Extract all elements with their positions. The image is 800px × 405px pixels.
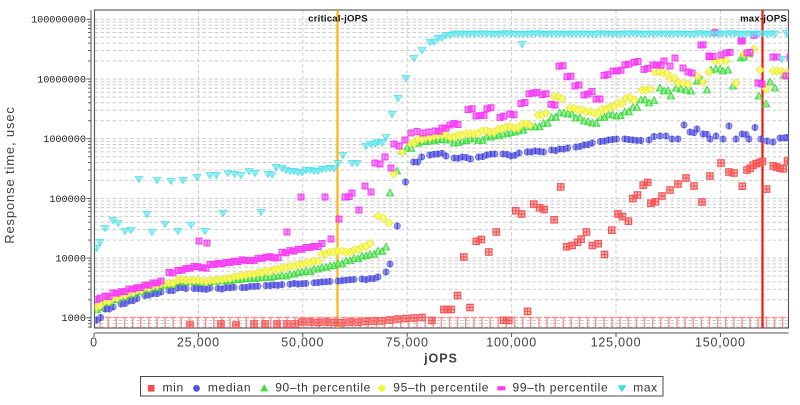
svg-text:max-jOPS: max-jOPS [740, 14, 787, 25]
svg-text:100000: 100000 [49, 195, 86, 206]
svg-text:median: median [208, 381, 251, 395]
svg-text:0: 0 [90, 336, 98, 350]
svg-text:95–th percentile: 95–th percentile [393, 381, 489, 395]
svg-text:1000: 1000 [62, 314, 86, 325]
svg-text:min: min [163, 381, 184, 395]
svg-text:90–th percentile: 90–th percentile [275, 381, 371, 395]
svg-text:125,000: 125,000 [591, 336, 642, 350]
svg-text:1000000: 1000000 [43, 135, 86, 146]
svg-text:10000000: 10000000 [37, 75, 86, 86]
svg-text:150,000: 150,000 [695, 336, 746, 350]
svg-text:100000000: 100000000 [31, 16, 86, 27]
svg-text:50,000: 50,000 [281, 336, 324, 350]
svg-text:Response time, usec: Response time, usec [2, 106, 17, 244]
svg-text:25,000: 25,000 [177, 336, 220, 350]
svg-text:jOPS: jOPS [423, 352, 458, 366]
svg-text:max: max [633, 381, 658, 395]
svg-text:99–th percentile: 99–th percentile [513, 381, 609, 395]
svg-text:100,000: 100,000 [486, 336, 537, 350]
svg-text:75,000: 75,000 [386, 336, 429, 350]
svg-text:critical-jOPS: critical-jOPS [308, 14, 368, 25]
svg-text:10000: 10000 [55, 255, 86, 266]
